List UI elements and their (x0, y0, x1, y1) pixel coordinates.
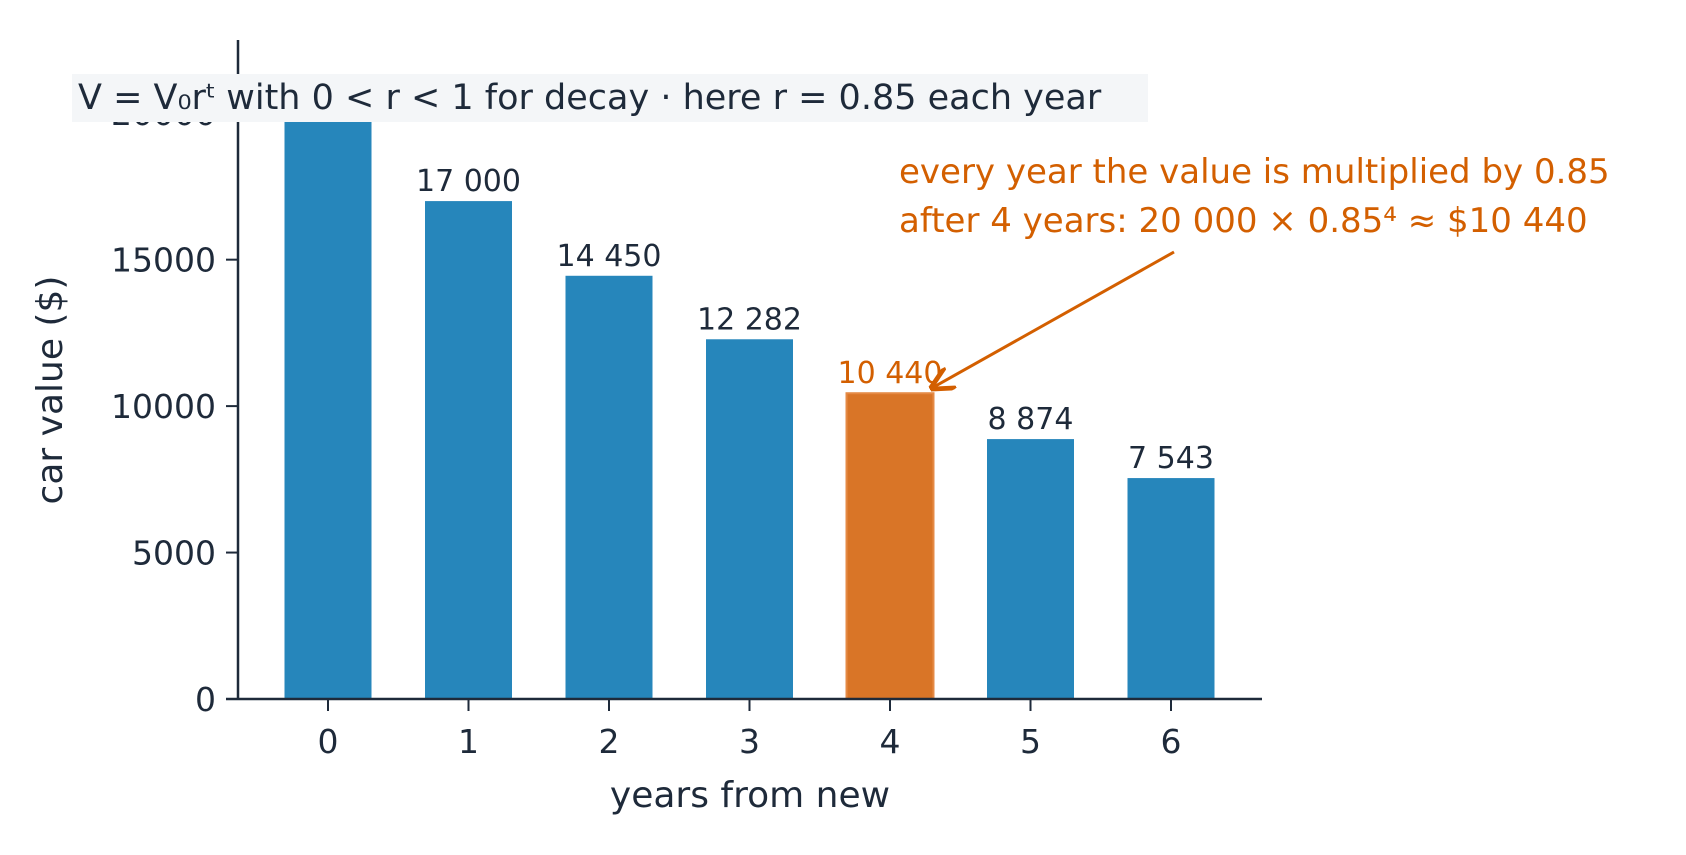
bar-year-2 (565, 275, 653, 699)
x-tick-label: 5 (1020, 722, 1041, 761)
bar-year-0 (284, 113, 372, 699)
chart-title: V = V₀rᵗ with 0 < r < 1 for decay · here … (72, 74, 1148, 122)
annotation-arrow (932, 250, 1175, 388)
x-tick-label: 3 (739, 722, 760, 761)
bar-value-label: 12 282 (697, 302, 802, 337)
x-tick-label: 2 (599, 722, 620, 761)
bar-year-6 (1127, 478, 1215, 699)
bar-year-5 (987, 439, 1074, 699)
bar-year-4 (845, 392, 935, 700)
bar-value-label: 8 874 (988, 402, 1074, 437)
title-text: with 0 < r < 1 for decay · here r = 0.85… (226, 78, 1102, 118)
x-tick-label: 6 (1161, 722, 1182, 761)
y-tick-label: 10000 (111, 387, 216, 426)
x-tick-label: 0 (318, 722, 339, 761)
y-axis: 05000100001500020000 (111, 40, 240, 719)
bar-value-label: 17 000 (416, 164, 521, 199)
bar-value-label: 7 543 (1128, 441, 1214, 476)
y-tick-label: 0 (195, 680, 216, 719)
x-axis: 0 1 2 3 4 5 6 (226, 697, 1262, 761)
x-axis-label: years from new (610, 775, 890, 816)
bars-group (284, 113, 1215, 700)
y-tick-label: 15000 (111, 241, 216, 280)
bar-value-label: 10 440 (838, 356, 943, 391)
x-tick-label: 1 (458, 722, 479, 761)
x-tick-label: 4 (880, 722, 901, 761)
annotation-note: every year the value is multiplied by 0.… (899, 148, 1610, 246)
bar-labels-group: 17 000 14 450 12 282 10 440 8 874 7 543 (416, 164, 1214, 476)
y-tick-label: 5000 (132, 534, 216, 573)
bar-year-3 (706, 339, 793, 699)
annotation-line-2: after 4 years: 20 000 × 0.85⁴ ≈ $10 440 (899, 201, 1588, 241)
annotation-line-1: every year the value is multiplied by 0.… (899, 152, 1610, 192)
y-axis-label: car value ($) (30, 276, 71, 505)
title-formula: V = V₀rᵗ (78, 78, 217, 118)
bar-year-1 (425, 201, 512, 700)
bar-value-label: 14 450 (557, 239, 662, 274)
